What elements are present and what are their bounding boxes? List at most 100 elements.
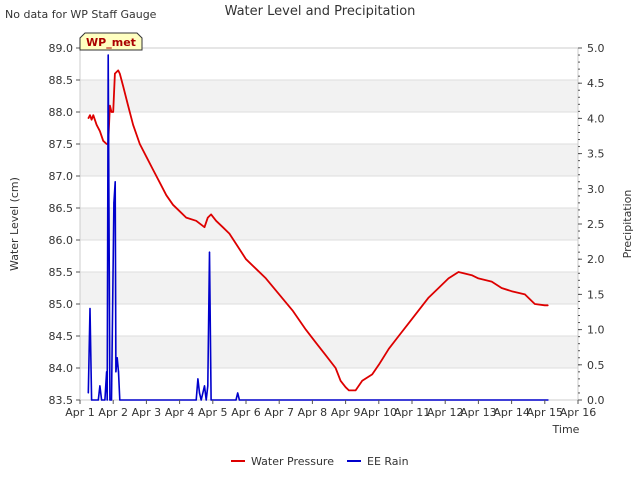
series-layer — [87, 54, 549, 401]
y-tick-label: 84.0 — [49, 362, 74, 375]
grid-band — [80, 272, 578, 304]
data-point — [99, 130, 101, 132]
data-point — [305, 329, 307, 331]
data-point — [114, 73, 116, 75]
data-point — [179, 210, 181, 212]
data-point — [457, 271, 460, 273]
data-point — [203, 385, 206, 387]
x-tick-label: Apr 6 — [231, 406, 261, 419]
y-tick-label: 86.5 — [49, 202, 74, 215]
data-point — [159, 181, 161, 183]
grid-band — [80, 144, 578, 176]
data-point — [388, 348, 390, 350]
data-point — [547, 399, 549, 401]
data-point — [371, 373, 373, 375]
y-tick-label: 87.0 — [49, 170, 74, 183]
x-axis-label: Time — [552, 423, 580, 436]
data-point — [152, 169, 154, 171]
x-axis: Apr 1 Apr 2 Apr 3 Apr 4 Apr 5 Apr 6 Apr 7 Apr 8… — [65, 400, 596, 419]
grid-band — [80, 208, 578, 240]
y-tick-label: 86.0 — [49, 234, 74, 247]
data-point — [110, 111, 113, 113]
x-tick-label: Apr 16 — [560, 406, 597, 419]
data-point — [127, 105, 129, 107]
data-point — [91, 399, 93, 401]
grid-band — [80, 336, 578, 368]
station-badge-label: WP_met — [86, 36, 136, 49]
data-point — [97, 399, 99, 401]
data-point — [477, 277, 479, 279]
data-point — [172, 204, 174, 206]
x-tick-label: Apr 15 — [527, 406, 564, 419]
y-axis-right: 0.0 0.5 1.0 1.5 2.0 2.5 3.0 3.5 4.0 4.5 5.0 — [578, 42, 605, 407]
x-tick-label: Apr 13 — [460, 406, 497, 419]
data-point — [355, 389, 357, 391]
chart-title: Water Level and Precipitation — [225, 4, 416, 19]
data-point — [255, 268, 257, 270]
data-point — [197, 378, 199, 380]
data-point — [116, 357, 118, 359]
no-data-note: No data for WP Staff Gauge — [5, 8, 157, 21]
data-point — [428, 297, 430, 299]
data-point — [102, 140, 104, 142]
data-point — [109, 105, 111, 107]
data-point — [96, 124, 98, 126]
data-point — [117, 371, 120, 373]
data-point — [87, 117, 89, 119]
data-point — [447, 277, 450, 279]
data-point — [99, 385, 101, 387]
y2-tick-label: 3.5 — [587, 148, 605, 161]
y2-tick-label: 0.0 — [587, 394, 605, 407]
y-tick-label: 84.5 — [49, 330, 74, 343]
data-point — [207, 385, 209, 387]
data-point — [544, 304, 546, 306]
y2-tick-label: 0.5 — [587, 359, 605, 372]
data-point — [547, 304, 549, 306]
data-point — [325, 354, 327, 356]
x-tick-label: Apr 12 — [427, 406, 464, 419]
y2-tick-label: 2.5 — [587, 218, 605, 231]
y2-tick-label: 4.0 — [587, 112, 605, 125]
data-point — [101, 399, 103, 401]
data-point — [139, 143, 141, 145]
x-tick-label: Apr 7 — [264, 406, 294, 419]
x-tick-label: Apr 5 — [198, 406, 228, 419]
data-point — [91, 119, 93, 121]
data-point — [207, 217, 209, 219]
data-point — [200, 399, 202, 401]
data-point — [112, 111, 114, 113]
data-point — [119, 73, 121, 75]
x-tick-label: Apr 11 — [394, 406, 431, 419]
data-point — [113, 202, 115, 204]
data-point — [210, 213, 212, 215]
y-axis-left: 83.5 84.0 84.5 85.0 85.5 86.0 86.5 87.0 87.5 88.0… — [49, 42, 80, 407]
y-tick-label: 87.5 — [49, 138, 74, 151]
data-point — [511, 290, 513, 292]
data-point — [345, 386, 347, 388]
y2-tick-label: 2.0 — [587, 253, 605, 266]
data-point — [198, 392, 201, 394]
x-tick-label: Apr 2 — [98, 406, 128, 419]
data-point — [265, 277, 267, 279]
x-tick-label: Apr 9 — [331, 406, 361, 419]
data-point — [222, 226, 224, 228]
station-badge: WP_met — [79, 32, 143, 51]
data-point — [203, 226, 206, 228]
x-tick-label: Apr 14 — [493, 406, 530, 419]
data-point — [245, 258, 247, 260]
data-point — [208, 251, 211, 253]
y2-axis-label: Precipitation — [621, 190, 634, 259]
data-point — [238, 399, 240, 401]
data-point — [104, 399, 106, 401]
y2-tick-label: 1.5 — [587, 288, 605, 301]
data-point — [185, 217, 187, 219]
data-point — [291, 309, 294, 311]
data-point — [165, 194, 167, 196]
x-tick-label: Apr 4 — [165, 406, 195, 419]
data-point — [534, 303, 536, 305]
data-point — [340, 380, 342, 382]
data-point — [195, 399, 197, 401]
data-point — [106, 143, 108, 145]
y-tick-label: 85.0 — [49, 298, 74, 311]
data-point — [335, 367, 337, 369]
